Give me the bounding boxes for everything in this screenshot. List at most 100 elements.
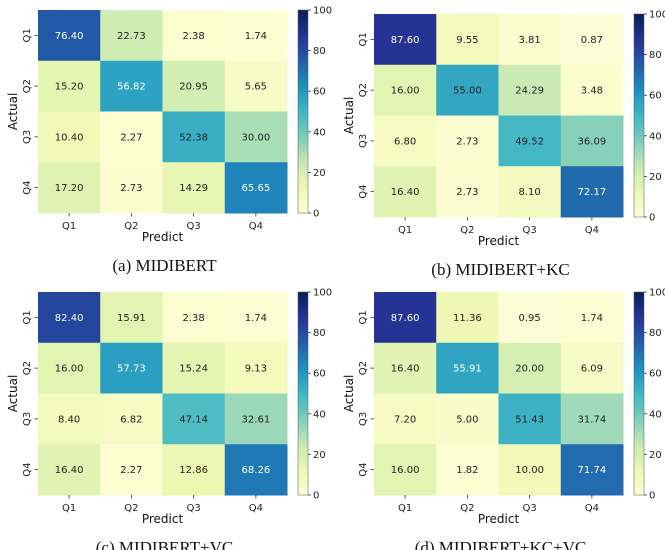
colorbar-segment xyxy=(298,329,308,334)
heatmap-cell xyxy=(498,14,562,66)
colorbar-segment xyxy=(298,145,308,150)
colorbar-tick-label: 20 xyxy=(649,450,662,461)
colorbar-tick-label: 60 xyxy=(649,369,662,380)
heatmap-cell xyxy=(224,292,288,344)
colorbar-tick-label: 20 xyxy=(313,450,326,461)
colorbar-segment xyxy=(634,366,644,371)
cell-value-label: 0.95 xyxy=(518,313,540,324)
colorbar-segment xyxy=(634,420,644,425)
cell-value-label: 16.00 xyxy=(55,364,84,375)
colorbar-segment xyxy=(298,346,308,351)
colorbar-segment xyxy=(298,13,308,18)
colorbar-segment xyxy=(634,437,644,442)
colorbar-segment xyxy=(298,84,308,89)
colorbar-segment xyxy=(634,440,644,445)
colorbar-segment xyxy=(634,125,644,130)
heatmap-cell xyxy=(100,393,163,445)
colorbar-segment xyxy=(298,33,308,38)
colorbar-segment xyxy=(298,152,308,157)
colorbar-segment xyxy=(298,111,308,116)
colorbar-segment xyxy=(298,413,308,418)
y-tick-label: Q2 xyxy=(22,361,33,375)
colorbar-segment xyxy=(634,37,644,42)
cell-value-label: 16.40 xyxy=(55,465,84,476)
colorbar-segment xyxy=(298,206,308,211)
y-axis-label: Actual xyxy=(6,93,20,131)
cell-value-label: 8.40 xyxy=(58,414,80,425)
colorbar-segment xyxy=(634,359,644,364)
colorbar-segment xyxy=(634,64,644,69)
colorbar-segment xyxy=(634,464,644,469)
colorbar-segment xyxy=(298,474,308,479)
heatmap-cell xyxy=(162,162,226,214)
y-tick-label: Q3 xyxy=(358,134,369,148)
colorbar-segment xyxy=(634,403,644,408)
colorbar-tick-label: 100 xyxy=(313,6,332,17)
heatmap-cell xyxy=(498,115,562,167)
colorbar-segment xyxy=(634,454,644,459)
heatmap-cell xyxy=(560,14,624,66)
colorbar-segment xyxy=(298,199,308,204)
colorbar-segment xyxy=(634,491,644,496)
heatmap-cell xyxy=(38,342,101,394)
cell-value-label: 16.40 xyxy=(391,364,420,375)
colorbar-segment xyxy=(634,189,644,194)
colorbar-segment xyxy=(634,142,644,147)
heatmap-cell xyxy=(224,10,288,62)
colorbar-segment xyxy=(298,410,308,415)
x-tick-label: Q3 xyxy=(187,503,201,514)
colorbar-frame xyxy=(297,9,309,214)
colorbar-segment xyxy=(298,128,308,133)
colorbar-segment xyxy=(298,305,308,310)
colorbar-segment xyxy=(298,26,308,31)
colorbar-segment xyxy=(634,329,644,334)
heatmap-cell xyxy=(162,10,226,62)
x-tick-label: Q2 xyxy=(460,225,474,236)
cell-value-label: 6.82 xyxy=(120,414,142,425)
heatmap-cell xyxy=(374,14,437,66)
y-tick-label: Q3 xyxy=(358,412,369,426)
colorbar-tick-label: 60 xyxy=(649,91,662,102)
colorbar-segment xyxy=(634,447,644,452)
cell-value-label: 47.14 xyxy=(179,414,208,425)
y-tick-label: Q4 xyxy=(358,185,369,199)
heatmap-cell xyxy=(100,342,163,394)
colorbar-segment xyxy=(298,403,308,408)
cell-value-label: 51.43 xyxy=(515,414,544,425)
colorbar-tick-label: 80 xyxy=(649,328,662,339)
colorbar-tick-label: 80 xyxy=(313,46,326,57)
cell-value-label: 16.00 xyxy=(391,86,420,97)
colorbar-segment xyxy=(634,325,644,330)
colorbar-segment xyxy=(298,64,308,69)
colorbar-segment xyxy=(634,101,644,106)
colorbar-segment xyxy=(634,407,644,412)
colorbar-segment xyxy=(634,430,644,435)
colorbar-segment xyxy=(298,101,308,106)
colorbar-segment xyxy=(298,319,308,324)
colorbar-segment xyxy=(634,159,644,164)
colorbar-segment xyxy=(298,108,308,113)
panel-caption: (b) MIDIBERT+KC xyxy=(431,260,569,279)
colorbar-segment xyxy=(298,37,308,42)
colorbar-segment xyxy=(298,295,308,300)
colorbar-segment xyxy=(298,447,308,452)
colorbar-segment xyxy=(634,193,644,198)
heatmap-cell xyxy=(100,444,163,496)
colorbar-segment xyxy=(634,396,644,401)
colorbar-tick-label: 40 xyxy=(649,409,662,420)
colorbar-segment xyxy=(634,210,644,215)
heatmap-panel-4: 87.60 11.36 0.95 1.74 16.40 55.91 20.00 6.09 7.2… xyxy=(342,288,665,550)
colorbar-segment xyxy=(634,315,644,320)
colorbar-segment xyxy=(634,162,644,167)
cell-value-label: 7.20 xyxy=(394,414,416,425)
cell-value-label: 15.24 xyxy=(179,364,208,375)
colorbar-segment xyxy=(298,47,308,52)
panel-caption: (a) MIDIBERT xyxy=(112,256,217,275)
heatmap-cell xyxy=(436,166,499,218)
heatmap-cell xyxy=(38,292,101,344)
colorbar-segment xyxy=(634,200,644,205)
colorbar-segment xyxy=(634,342,644,347)
colorbar-segment xyxy=(634,478,644,483)
heatmap-cell xyxy=(100,111,163,163)
colorbar-segment xyxy=(298,175,308,180)
